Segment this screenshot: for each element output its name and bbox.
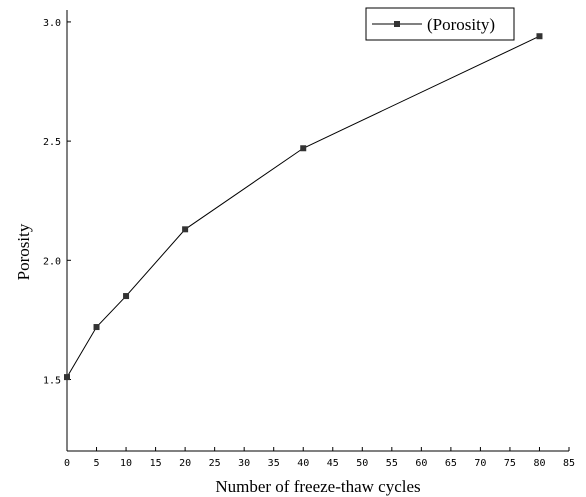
x-axis-title: Number of freeze-thaw cycles xyxy=(215,477,420,496)
x-ticks: 0 5 10 15 20 25 30 35 40 45 50 55 60 65 70 75 80 85 xyxy=(64,447,575,469)
x-tick-label: 60 xyxy=(415,458,427,469)
x-tick-label: 25 xyxy=(209,458,221,469)
data-point xyxy=(300,145,307,152)
series-layer xyxy=(64,33,543,381)
x-tick-label: 15 xyxy=(150,458,162,469)
data-point xyxy=(64,374,70,381)
series-line xyxy=(66,35,540,378)
y-tick-label: 3.0 xyxy=(43,18,61,29)
x-tick-label: 80 xyxy=(533,458,545,469)
legend: (Porosity) xyxy=(365,7,515,41)
y-tick-label: 2.5 xyxy=(43,137,61,148)
x-tick-label: 45 xyxy=(327,458,339,469)
legend-label: (Porosity) xyxy=(427,15,495,34)
x-tick-label: 55 xyxy=(386,458,398,469)
x-tick-label: 10 xyxy=(120,458,132,469)
data-point xyxy=(123,293,130,300)
x-tick-label: 75 xyxy=(504,458,516,469)
data-point xyxy=(182,226,189,233)
x-tick-label: 30 xyxy=(238,458,250,469)
axes xyxy=(66,10,569,452)
x-tick-label: 85 xyxy=(563,458,575,469)
data-point xyxy=(536,33,543,40)
x-tick-label: 70 xyxy=(474,458,486,469)
x-tick-label: 50 xyxy=(356,458,368,469)
y-tick-label: 1.5 xyxy=(43,375,61,386)
legend-marker-sample xyxy=(394,21,400,27)
y-axis-title: Porosity xyxy=(14,223,33,280)
x-tick-label: 20 xyxy=(179,458,191,469)
x-tick-label: 65 xyxy=(445,458,457,469)
x-tick-label: 40 xyxy=(297,458,309,469)
x-tick-label: 35 xyxy=(268,458,280,469)
y-tick-label: 2.0 xyxy=(43,256,61,267)
x-tick-label: 0 xyxy=(64,458,70,469)
data-point xyxy=(93,324,100,331)
x-tick-label: 5 xyxy=(94,458,100,469)
